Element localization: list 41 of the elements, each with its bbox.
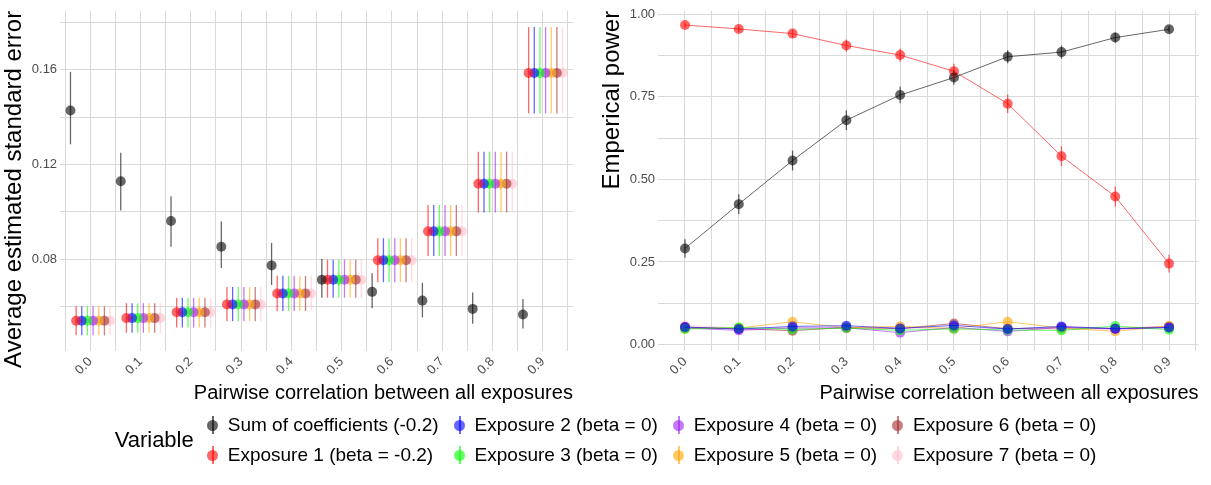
- legend-label: Exposure 6 (beta = 0): [913, 414, 1097, 436]
- x-tick-label: 0.0: [666, 353, 690, 378]
- y-tick-label: 0.16: [31, 61, 58, 77]
- y-tick-label: 1.00: [629, 5, 656, 21]
- x-tick-label: 0.5: [322, 353, 347, 378]
- y-tick-label: 0.12: [31, 156, 58, 172]
- x-tick-label: 0.6: [373, 353, 397, 378]
- x-tick-label: 0.9: [1150, 353, 1174, 378]
- legend-label: Exposure 1 (beta = -0.2): [227, 444, 434, 466]
- x-tick-label: 0.8: [1096, 353, 1120, 378]
- x-tick-label: 0.4: [272, 353, 297, 378]
- x-tick-label: 0.7: [1042, 353, 1067, 378]
- x-tick-label: 0.5: [935, 353, 959, 378]
- x-tick-label: 0.1: [720, 353, 744, 378]
- x-tick-label: 0.7: [423, 353, 447, 378]
- y-axis-title: Average estimated standard error: [0, 10, 27, 368]
- x-tick-label: 0.6: [988, 353, 1013, 378]
- x-tick-label: 0.2: [773, 353, 798, 378]
- x-tick-label: 0.3: [222, 353, 246, 378]
- y-tick-label: 0.50: [629, 170, 656, 186]
- y-tick-label: 0.75: [629, 88, 656, 104]
- x-tick-label: 0.0: [71, 353, 95, 378]
- y-tick-label: 0.00: [629, 336, 656, 352]
- y-axis-title: Emperical power: [597, 10, 625, 190]
- x-tick-label: 0.4: [881, 353, 905, 378]
- legend-title: Variable: [114, 427, 194, 453]
- y-tick-label: 0.25: [629, 253, 656, 269]
- legend-label: Exposure 4 (beta = 0): [693, 414, 878, 436]
- x-tick-label: 0.8: [473, 353, 498, 378]
- x-tick-label: 0.9: [524, 353, 548, 378]
- x-axis-title: Pairwise correlation between all exposures: [819, 380, 1199, 403]
- legend-label: Exposure 2 (beta = 0): [474, 414, 658, 436]
- x-tick-label: 0.1: [121, 353, 146, 378]
- y-tick-label: 0.08: [31, 250, 58, 266]
- x-tick-label: 0.2: [172, 353, 196, 378]
- x-axis-title: Pairwise correlation between all exposures: [193, 380, 573, 403]
- legend-label: Sum of coefficients (-0.2): [227, 414, 439, 436]
- legend-label: Exposure 7 (beta = 0): [913, 444, 1097, 466]
- x-tick-label: 0.3: [827, 353, 851, 378]
- legend-label: Exposure 3 (beta = 0): [474, 444, 658, 466]
- legend-label: Exposure 5 (beta = 0): [693, 444, 878, 466]
